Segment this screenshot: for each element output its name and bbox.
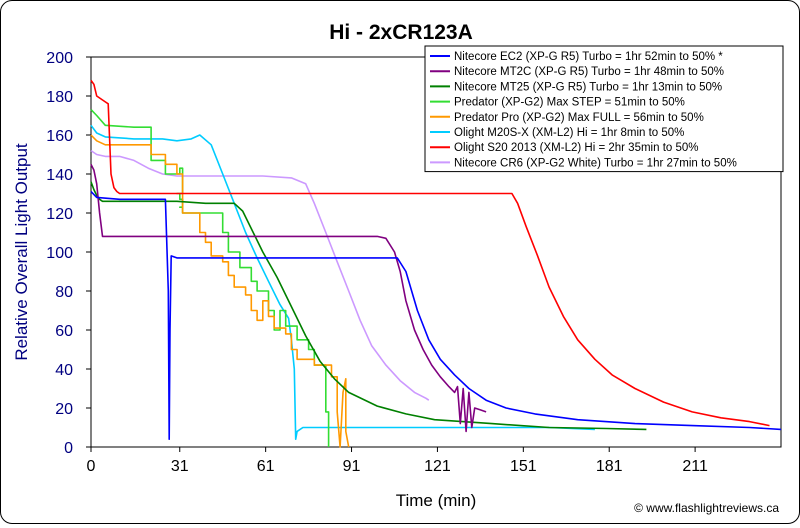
series-layer	[90, 79, 782, 448]
y-tick-label: 80	[55, 284, 73, 301]
legend-entry: Olight M20S-X (XM-L2) Hi = 1hr 8min to 5…	[454, 127, 684, 139]
y-tick-label: 100	[46, 245, 73, 262]
y-tick-label: 40	[55, 362, 73, 379]
x-tick-label: 181	[596, 458, 623, 475]
legend-entry: Nitecore EC2 (XP-G R5) Turbo = 1hr 52min…	[454, 51, 723, 63]
y-axis-label: Relative Overall Light Output	[12, 143, 31, 361]
y-tick-label: 200	[46, 50, 73, 67]
y-tick-label: 180	[46, 89, 73, 106]
x-tick-label: 121	[424, 458, 451, 475]
series-line-7	[90, 79, 770, 427]
legend-entry: Nitecore MT25 (XP-G R5) Turbo = 1hr 13mi…	[454, 81, 722, 93]
y-tick-label: 160	[46, 128, 73, 145]
legend-entry: Olight S20 2013 (XM-L2) Hi = 2hr 35min t…	[454, 142, 699, 154]
series-line-3	[90, 181, 647, 431]
y-tick-label: 60	[55, 323, 73, 340]
y-tick-label: 120	[46, 206, 73, 223]
series-line-1	[90, 190, 782, 440]
legend-entry: Nitecore CR6 (XP-G2 White) Turbo = 1hr 2…	[454, 157, 737, 169]
legend-entry: Nitecore MT2C (XP-G R5) Turbo = 1hr 48mi…	[454, 66, 724, 78]
x-axis-label: Time (min)	[396, 491, 477, 510]
x-tick-label: 31	[171, 458, 189, 475]
legend: Nitecore EC2 (XP-G R5) Turbo = 1hr 52min…	[424, 45, 784, 173]
x-tick-label: 0	[87, 458, 96, 475]
legend-entry: Predator (XP-G2) Max STEP = 51min to 50%	[454, 97, 685, 109]
credit-text: © www.flashlightreviews.ca	[634, 501, 779, 515]
x-tick-label: 91	[343, 458, 361, 475]
series-line-8	[90, 149, 430, 401]
series-line-5	[90, 134, 350, 448]
y-tick-label: 20	[55, 401, 73, 418]
chart-title: Hi - 2xCR123A	[329, 21, 473, 44]
y-tick-label: 0	[64, 440, 73, 457]
series-line-2	[90, 163, 487, 433]
x-tick-label: 211	[682, 458, 708, 475]
series-line-6	[90, 124, 595, 440]
y-tick-label: 140	[46, 167, 73, 184]
axes: 0 20 40 60 80 100 120 140 160 180 200 0 31 61 91 121 151…	[46, 50, 708, 475]
legend-box	[424, 45, 784, 173]
x-tick-label: 61	[257, 458, 275, 475]
x-tick-label: 151	[510, 458, 537, 475]
legend-entry: Predator Pro (XP-G2) Max FULL = 56min to…	[454, 112, 704, 124]
